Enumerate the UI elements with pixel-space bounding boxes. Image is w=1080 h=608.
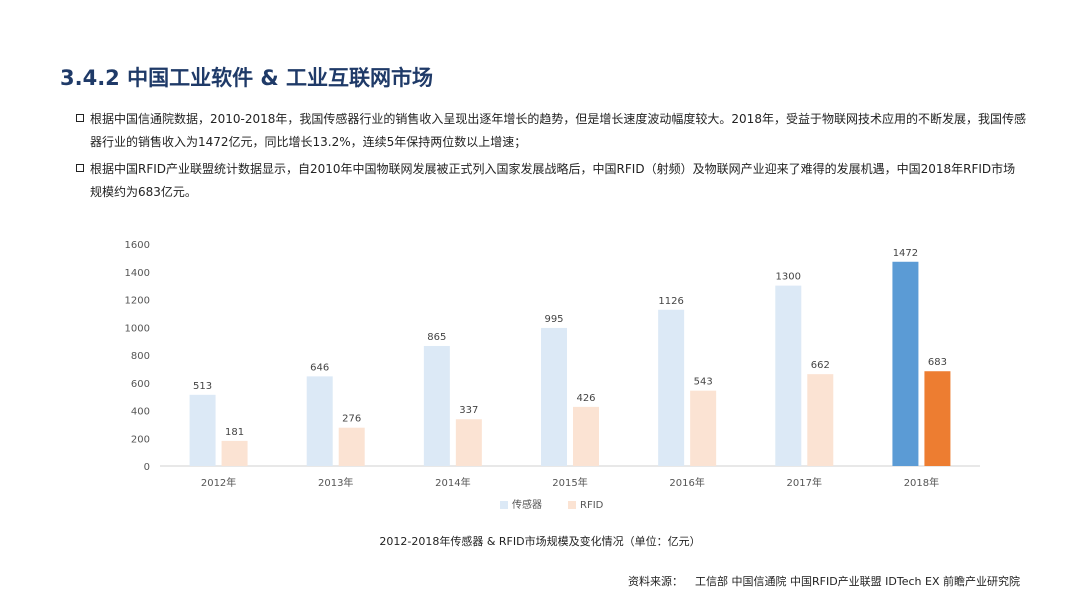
- x-tick-label: 2018年: [904, 476, 939, 489]
- bar: [338, 427, 365, 466]
- x-tick-label: 2016年: [669, 476, 704, 489]
- x-tick-label: 2015年: [552, 476, 587, 489]
- y-tick-label: 1000: [125, 323, 150, 334]
- bar: [775, 285, 802, 466]
- bar-chart: 0 200 400 600 800 1000 1200 1400 1600 513 181 2012年…: [120, 232, 1000, 522]
- data-label: 426: [576, 393, 595, 404]
- legend-swatch: [500, 501, 508, 509]
- x-tick-label: 2013年: [318, 476, 353, 489]
- bar: [423, 345, 450, 466]
- bar-chart-svg: 0 200 400 600 800 1000 1200 1400 1600 513 181 2012年…: [125, 240, 980, 511]
- data-label: 181: [225, 427, 244, 438]
- bar: [807, 374, 834, 466]
- y-tick-label: 0: [144, 462, 150, 473]
- bar: [690, 390, 717, 466]
- data-label: 1472: [893, 248, 918, 259]
- data-label: 1126: [658, 296, 683, 307]
- chart-caption: 2012-2018年传感器 & RFID市场规模及变化情况（单位：亿元）: [379, 535, 701, 548]
- bar: [892, 261, 919, 466]
- data-label: 337: [459, 405, 478, 416]
- y-tick-label: 600: [131, 379, 150, 390]
- data-label: 1300: [776, 272, 801, 283]
- legend-swatch: [568, 501, 576, 509]
- x-tick-label: 2017年: [787, 476, 822, 489]
- bullet-list: 根据中国信通院数据，2010-2018年，我国传感器行业的销售收入呈现出逐年增长…: [76, 108, 1026, 208]
- y-tick-label: 1600: [125, 240, 150, 251]
- bar: [306, 376, 333, 466]
- data-label: 662: [811, 360, 830, 371]
- data-label: 543: [694, 377, 713, 388]
- bar: [573, 406, 599, 466]
- data-label: 646: [310, 362, 329, 373]
- data-label: 683: [928, 357, 947, 368]
- page-title: 3.4.2 中国工业软件 & 工业互联网市场: [60, 66, 434, 90]
- bullet-item: 根据中国信通院数据，2010-2018年，我国传感器行业的销售收入呈现出逐年增长…: [76, 108, 1026, 154]
- data-label: 995: [544, 314, 563, 325]
- y-tick-label: 1200: [125, 296, 150, 307]
- data-label: 276: [342, 414, 361, 425]
- y-tick-label: 1400: [125, 268, 150, 279]
- legend-label: RFID: [580, 500, 604, 511]
- square-bullet-icon: [76, 114, 84, 122]
- y-tick-label: 200: [131, 434, 150, 445]
- x-tick-label: 2012年: [201, 476, 236, 489]
- bar: [658, 309, 685, 466]
- y-tick-label: 400: [131, 407, 150, 418]
- source-label: 资料来源：: [627, 575, 683, 588]
- y-tick-label: 800: [131, 351, 150, 362]
- legend-label: 传感器: [512, 498, 542, 511]
- bar: [541, 327, 567, 466]
- bullet-item: 根据中国RFID产业联盟统计数据显示，自2010年中国物联网发展被正式列入国家发…: [76, 158, 1026, 204]
- bar: [455, 419, 482, 466]
- data-label: 513: [193, 381, 212, 392]
- bar: [221, 440, 248, 466]
- bar: [189, 394, 216, 466]
- source-text: 工信部 中国信通院 中国RFID产业联盟 IDTech EX 前瞻产业研究院: [694, 575, 1020, 588]
- bullet-text: 根据中国信通院数据，2010-2018年，我国传感器行业的销售收入呈现出逐年增长…: [90, 112, 1026, 149]
- source-note: 资料来源： 工信部 中国信通院 中国RFID产业联盟 IDTech EX 前瞻产业…: [628, 573, 1020, 589]
- x-tick-label: 2014年: [435, 476, 470, 489]
- bar: [924, 371, 951, 466]
- data-label: 865: [427, 332, 446, 343]
- square-bullet-icon: [76, 164, 84, 172]
- bullet-text: 根据中国RFID产业联盟统计数据显示，自2010年中国物联网发展被正式列入国家发…: [90, 162, 1016, 199]
